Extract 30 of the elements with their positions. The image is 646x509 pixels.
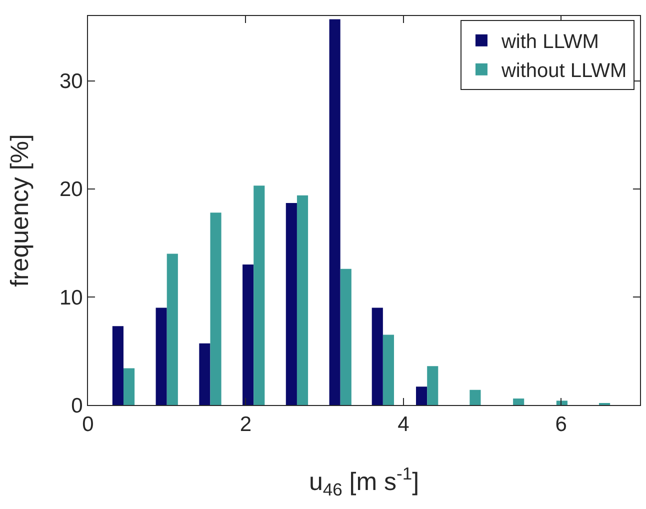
bar bbox=[199, 343, 210, 405]
bar bbox=[416, 386, 428, 405]
bar bbox=[296, 195, 308, 405]
bar bbox=[210, 212, 222, 405]
bar bbox=[286, 202, 297, 405]
bar bbox=[513, 398, 524, 405]
x-tick-label: 2 bbox=[240, 413, 252, 436]
y-tick-label: 10 bbox=[59, 286, 83, 310]
bar bbox=[470, 390, 481, 405]
bar bbox=[427, 366, 438, 405]
bar bbox=[156, 308, 167, 405]
legend-label: without LLWM bbox=[500, 60, 627, 82]
bar bbox=[123, 368, 135, 405]
y-tick-label: 30 bbox=[59, 70, 83, 94]
y-tick-label: 20 bbox=[59, 178, 83, 202]
legend-label: with LLWM bbox=[500, 31, 599, 54]
bar bbox=[242, 264, 254, 405]
bar bbox=[166, 254, 178, 405]
bar bbox=[254, 186, 265, 405]
y-axis-title: frequency [%] bbox=[6, 134, 34, 287]
bar bbox=[556, 400, 568, 405]
x-tick-label: 4 bbox=[398, 413, 410, 436]
y-tick-label: 0 bbox=[71, 394, 83, 418]
bar bbox=[112, 326, 124, 405]
bar bbox=[382, 334, 394, 405]
bar bbox=[340, 268, 352, 405]
x-tick-label: 6 bbox=[555, 413, 567, 436]
x-axis-title: u$_{46}$ [m s$^{-1}$] bbox=[308, 464, 420, 500]
bar bbox=[372, 308, 383, 405]
bar bbox=[329, 19, 340, 405]
